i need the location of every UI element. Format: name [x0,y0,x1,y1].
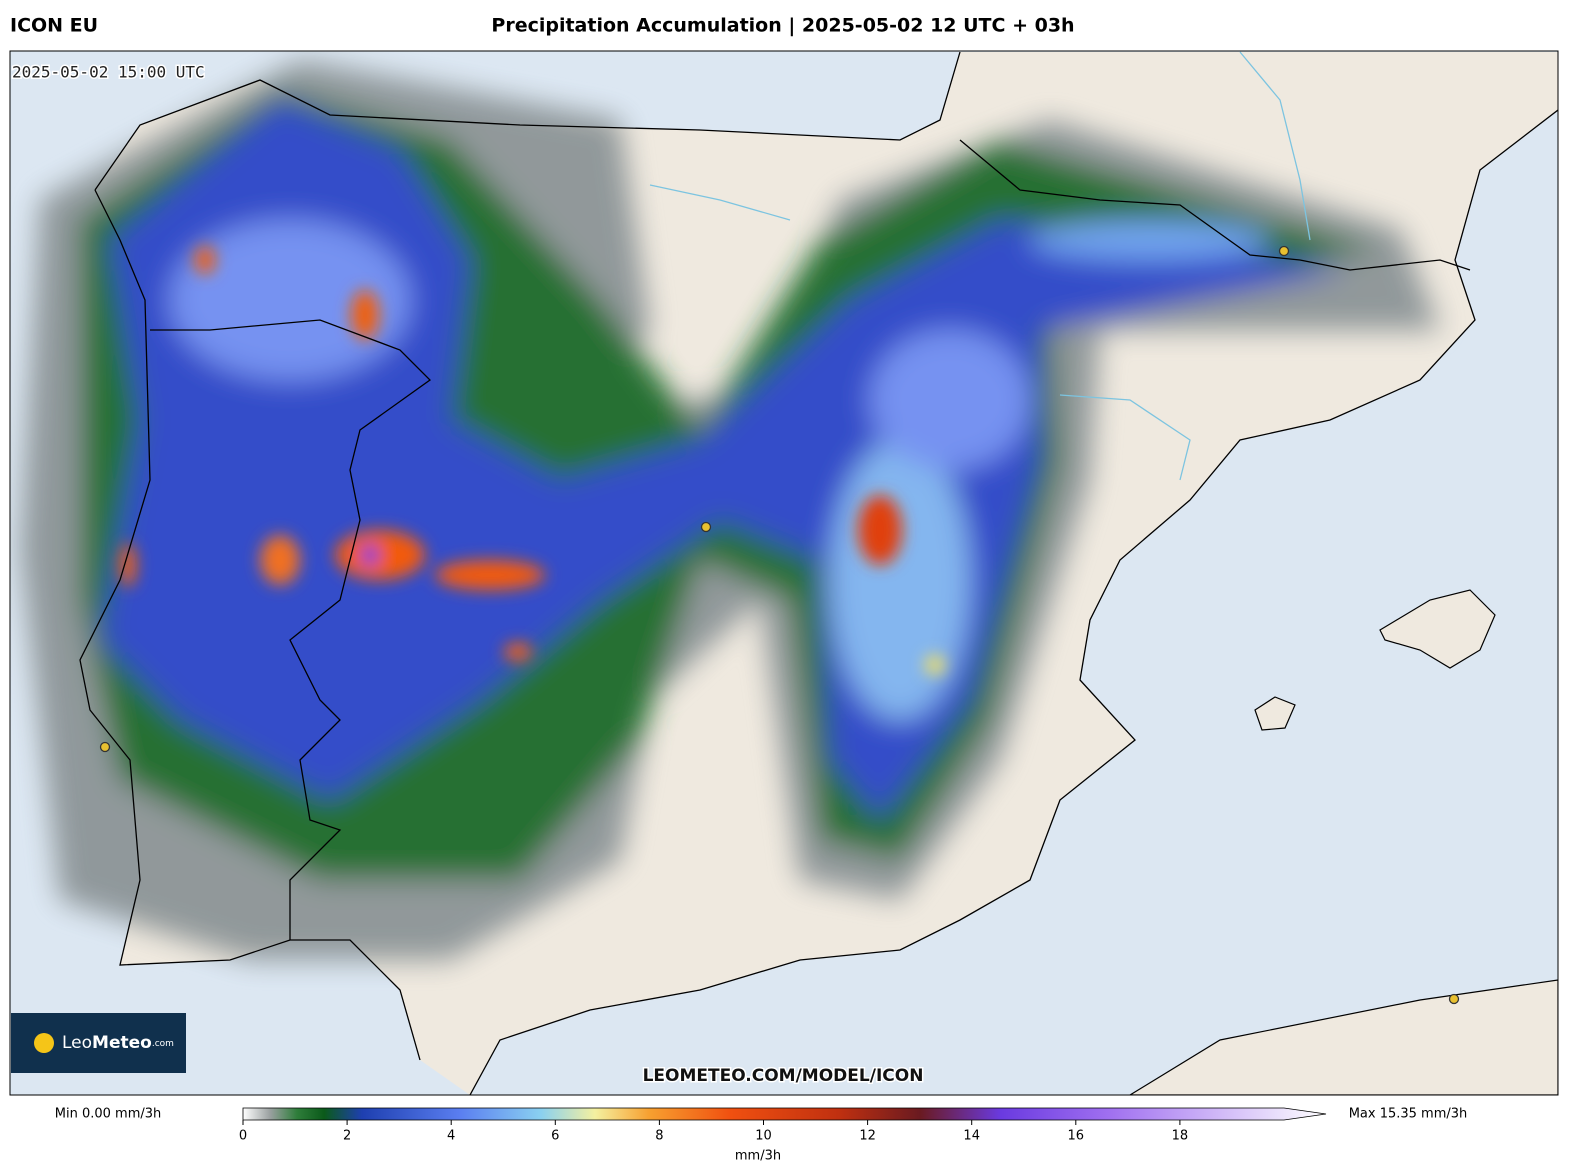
watermark: LEOMETEO.COM/MODEL/ICON [643,1066,924,1086]
cities [99,245,1460,1005]
colorbar-tick-label: 0 [239,1129,247,1144]
colorbar-tick-label: 18 [1172,1129,1189,1144]
africa [1128,979,1558,1095]
colorbar-tick-label: 8 [655,1129,663,1144]
colorbar: Min 0.00 mm/3h Max 15.35 mm/3h mm/3h 0 2 4… [55,1107,1468,1164]
min-label: Min 0.00 mm/3h [55,1107,162,1122]
logo-suffix: .com [152,1039,174,1049]
colorbar-tick-label: 6 [551,1129,559,1144]
precipitation [20,60,1440,960]
colorbar-tick-label: 12 [859,1129,876,1144]
map-frame [9,50,1559,1096]
island [1379,589,1496,669]
rivers [649,51,1311,481]
colorbar-tick-label: 14 [963,1129,980,1144]
logo-sun [34,1033,54,1053]
colorbar-tick-label: 2 [343,1129,351,1144]
colorbar-tick-label: 10 [755,1129,772,1144]
max-label: Max 15.35 mm/3h [1349,1107,1468,1122]
title: Precipitation Accumulation | 2025-05-02 … [491,15,1074,37]
map [10,51,1558,1095]
model-name: ICON EU [10,15,98,37]
logo-text: LeoMeteo.com [62,1033,174,1053]
island [1254,696,1296,731]
timestamp: 2025-05-02 15:00 UTC [12,63,205,82]
precipitation-core [120,246,945,675]
logo: LeoMeteo.com [11,1013,186,1073]
colorbar-unit: mm/3h [735,1149,781,1164]
colorbar-tick-label: 16 [1068,1129,1085,1144]
colorbar-bar [242,1107,1327,1121]
borders [79,51,1558,1095]
logo-brand: Leo [62,1033,92,1053]
logo-brand-bold: Meteo [92,1033,152,1053]
colorbar-tick-label: 4 [447,1129,455,1144]
